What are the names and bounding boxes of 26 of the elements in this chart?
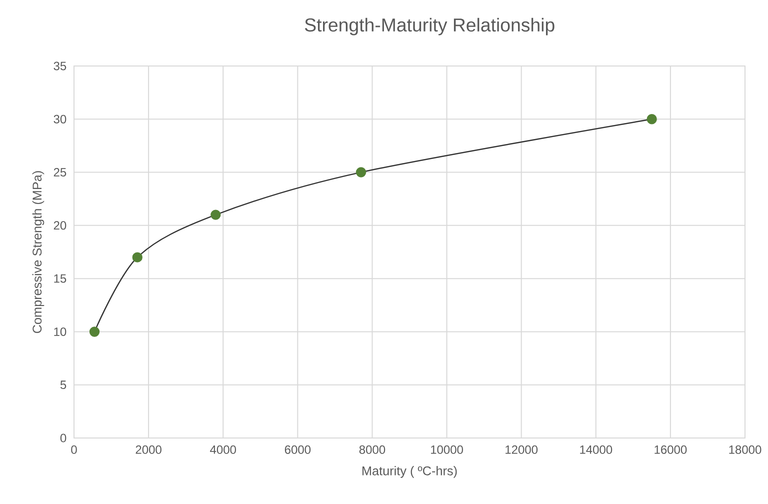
x-tick-label: 8000 (359, 445, 386, 454)
x-tick-label: 2000 (136, 445, 162, 454)
point (210, 210, 221, 220)
point (89, 326, 100, 337)
y-tick-label: 35 (54, 62, 66, 70)
x-tick-label: 12000 (506, 445, 538, 454)
chart-title: Strength-Maturity Relationship (304, 18, 554, 36)
x-tick-label: 14000 (580, 445, 612, 454)
point (646, 114, 657, 124)
x-axis-title: Maturity ( ºC-hrs) (362, 466, 457, 478)
y-tick-label: 15 (54, 274, 66, 283)
y-tick-label: 25 (54, 168, 66, 177)
point (356, 167, 366, 178)
x-tick-label: 4000 (210, 445, 236, 454)
y-tick-label: 10 (54, 327, 66, 336)
point (132, 252, 142, 262)
x-tick-label: 6000 (284, 445, 311, 454)
y-tick-label: 30 (54, 114, 66, 124)
y-tick-label: 0 (60, 434, 66, 442)
x-tick-label: 18000 (729, 445, 762, 454)
y-tick-label: 20 (54, 221, 66, 230)
x-tick-label: 0 (71, 445, 77, 454)
x-tick-label: 16000 (654, 445, 687, 454)
x-tick-label: 10000 (431, 445, 463, 454)
y-axis-title: Compressive Strength (MPa) (32, 171, 44, 334)
y-tick-label: 5 (60, 380, 66, 390)
